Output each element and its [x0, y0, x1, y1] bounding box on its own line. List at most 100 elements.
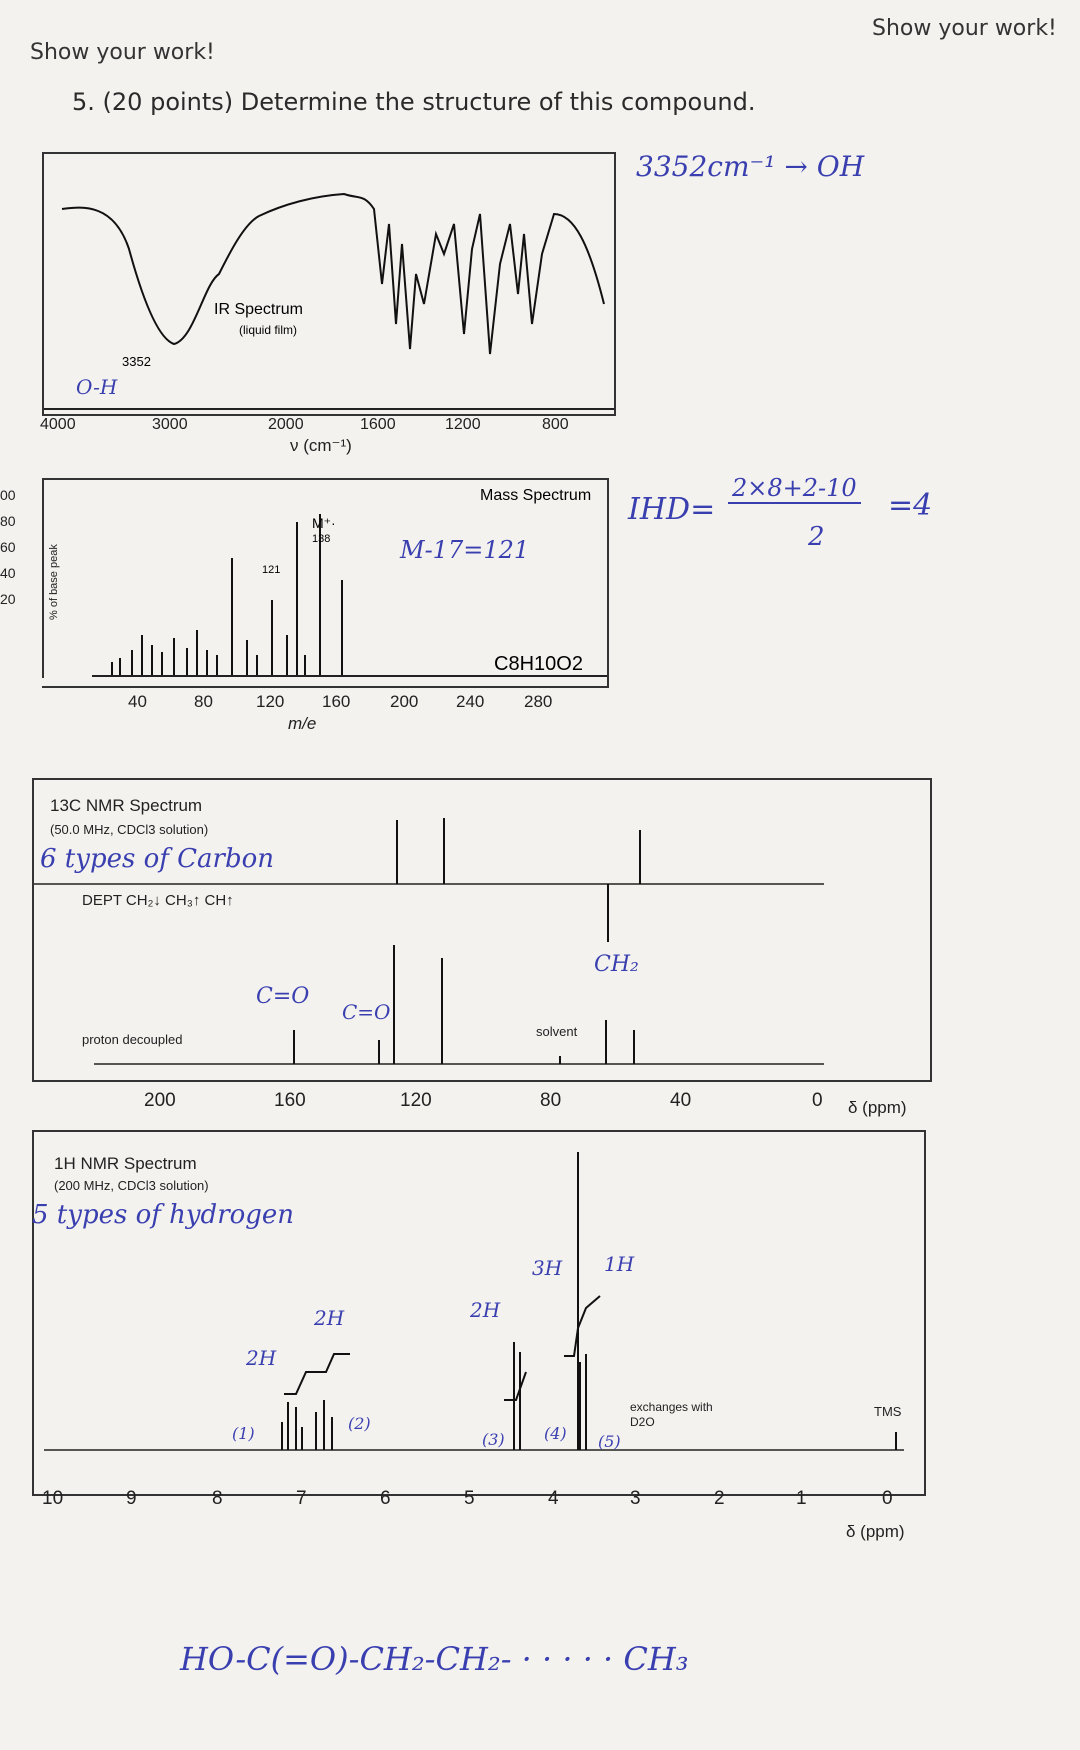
h1-integral: 2H — [314, 1306, 345, 1330]
h1-label: (3) — [482, 1430, 505, 1449]
ms-ytick: 00 — [0, 487, 16, 503]
c13-xtick: 200 — [144, 1090, 176, 1111]
c13-box — [32, 778, 932, 1082]
ms-xtick: 240 — [456, 692, 485, 711]
ms-xtick: 160 — [322, 692, 351, 711]
h1-xtick: 10 — [42, 1488, 64, 1509]
h1-label: (2) — [348, 1414, 371, 1433]
c13-decoupled-label: proton decoupled — [82, 1032, 183, 1047]
c13-subtitle: (50.0 MHz, CDCl3 solution) — [50, 822, 209, 837]
h1-integral: 2H — [470, 1298, 501, 1322]
question-number: 5. — [72, 88, 95, 116]
c13-co-annotation-2: C=O — [342, 1000, 391, 1024]
h1-box — [32, 1130, 926, 1496]
ir-tick: 1200 — [445, 416, 481, 433]
ms-molecular-ion-label: M⁺· — [312, 515, 336, 531]
c13-xtick: 80 — [540, 1090, 562, 1111]
h1-label: (4) — [544, 1424, 567, 1443]
c13-title: 13C NMR Spectrum — [50, 796, 203, 815]
h1-label: (5) — [598, 1432, 621, 1451]
ms-box: Mass Spectrum M⁺· 138 121 C8H10O2 — [42, 478, 609, 688]
ihd-denominator: 2 — [808, 522, 825, 552]
h1-xtick: 8 — [212, 1488, 223, 1509]
ir-spectrum-box: IR Spectrum (liquid film) 3352 O-H — [42, 152, 616, 416]
c13-annotation-types: 6 types of Carbon — [40, 844, 274, 874]
h1-label: (1) — [232, 1424, 255, 1443]
c13-xtick: 0 — [812, 1090, 823, 1111]
h1-xtick: 1 — [796, 1488, 807, 1509]
ihd-numerator: 2×8+2-10 — [728, 474, 861, 504]
ms-formula: C8H10O2 — [494, 653, 583, 675]
h1-xticks: 10 9 8 7 6 5 4 3 2 1 0 — [42, 1488, 922, 1510]
h1-title: 1H NMR Spectrum — [54, 1154, 197, 1173]
ms-ytick: 40 — [0, 565, 16, 581]
ms-xticks: 40 80 120 160 200 240 280 — [120, 692, 620, 712]
c13-xtick: 40 — [670, 1090, 692, 1111]
c13-dept-label: DEPT CH₂↓ CH₃↑ CH↑ — [82, 892, 234, 909]
question: 5. (20 points) Determine the structure o… — [72, 88, 756, 116]
ms-xtick: 280 — [524, 692, 553, 711]
ir-oh-annotation: O-H — [76, 375, 118, 399]
ms-xlabel: m/e — [288, 714, 317, 733]
c13-xtick: 160 — [274, 1090, 306, 1111]
ms-ytick: 60 — [0, 539, 16, 555]
h1-plot — [44, 1152, 904, 1451]
ir-tick: 1600 — [360, 416, 396, 433]
ms-xtick: 40 — [128, 692, 147, 711]
ms-plot: Mass Spectrum M⁺· 138 121 C8H10O2 — [92, 487, 607, 677]
h1-integral: 3H — [532, 1256, 563, 1280]
ms-yticks: 00 80 60 40 20 — [0, 482, 16, 612]
c13-ch2-annotation: CH₂ — [594, 952, 639, 977]
ir-tick: 3000 — [152, 416, 188, 433]
ms-xtick: 80 — [194, 692, 213, 711]
c13-xunit: δ (ppm) — [848, 1098, 907, 1117]
ir-peak-label: 3352 — [122, 354, 151, 369]
ms-bars — [111, 514, 343, 676]
h1-xtick: 9 — [126, 1488, 137, 1509]
c13-solvent-label: solvent — [536, 1024, 578, 1039]
ir-subtitle: (liquid film) — [239, 323, 297, 337]
ir-side-annotation: 3352cm⁻¹ → OH — [636, 150, 865, 183]
h1-xtick: 4 — [548, 1488, 559, 1509]
question-text: (20 points) Determine the structure of t… — [102, 88, 756, 116]
structure-annotation: HO-C(=O)-CH₂-CH₂- · · · · · CH₃ — [180, 1640, 689, 1678]
c13-xticks: 200 160 120 80 40 0 — [140, 1090, 920, 1112]
h1-integral: 1H — [604, 1252, 635, 1276]
h1-xtick: 5 — [464, 1488, 475, 1509]
ms-fragment-label: 121 — [262, 564, 280, 576]
h1-xtick: 3 — [630, 1488, 641, 1509]
ir-xlabel: ν (cm⁻¹) — [290, 436, 352, 455]
c13-plot — [34, 818, 824, 1065]
ms-annotation: M-17=121 — [400, 536, 530, 564]
ir-tick: 4000 — [40, 416, 76, 433]
show-work-right: Show your work! — [872, 16, 1057, 41]
c13-xtick: 120 — [400, 1090, 432, 1111]
ir-tick: 800 — [542, 416, 569, 433]
show-work-left: Show your work! — [30, 40, 215, 65]
ir-trace — [61, 192, 605, 355]
ms-xtick: 200 — [390, 692, 419, 711]
ir-title: IR Spectrum — [214, 301, 303, 318]
h1-subtitle: (200 MHz, CDCl3 solution) — [54, 1178, 209, 1193]
ms-molecular-ion-value: 138 — [312, 533, 330, 545]
ms-title: Mass Spectrum — [480, 487, 591, 504]
ms-xtick: 120 — [256, 692, 285, 711]
c13-co-annotation-1: C=O — [256, 984, 310, 1009]
ms-ytick: 80 — [0, 513, 16, 529]
ms-yaxis — [42, 478, 54, 678]
ir-tick: 2000 — [268, 416, 304, 433]
ir-spectrum-plot: IR Spectrum (liquid film) 3352 O-H — [44, 192, 614, 410]
h1-xtick: 6 — [380, 1488, 391, 1509]
h1-integral: 2H — [246, 1346, 277, 1370]
h1-annotation-types: 5 types of hydrogen — [32, 1200, 295, 1230]
h1-exchange-label: exchanges with D2O — [630, 1400, 713, 1429]
h1-xtick: 7 — [296, 1488, 307, 1509]
ihd-result: =4 — [888, 488, 933, 523]
ir-ticks: 4000 3000 2000 1600 1200 800 — [40, 416, 610, 436]
h1-xunit: δ (ppm) — [846, 1522, 905, 1541]
h1-xtick: 0 — [882, 1488, 893, 1509]
ms-ytick: 20 — [0, 591, 16, 607]
ihd-label: IHD= — [628, 492, 716, 527]
h1-xtick: 2 — [714, 1488, 725, 1509]
ms-ylabel: % of base peak — [48, 544, 60, 620]
